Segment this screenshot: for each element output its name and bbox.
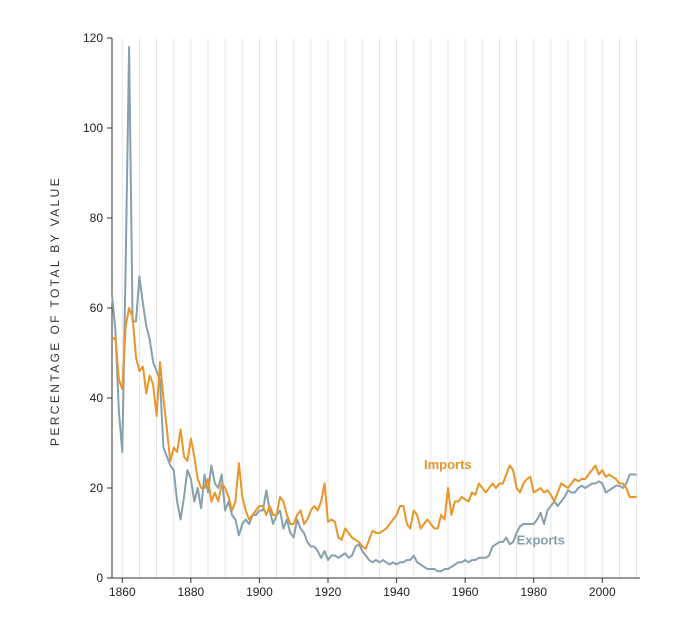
- y-tick-label: 80: [90, 211, 104, 225]
- series-label-exports: Exports: [517, 532, 565, 547]
- x-tick-label: 1920: [315, 585, 342, 599]
- y-axis-title: PERCENTAGE OF TOTAL BY VALUE: [48, 176, 62, 446]
- y-tick-label: 40: [90, 391, 104, 405]
- y-axis-ticks: 0 20 40 60 80 100 120: [83, 31, 112, 585]
- series-line-imports: [111, 307, 637, 550]
- series-line-exports: [111, 46, 637, 573]
- series-label-imports: Imports: [424, 457, 472, 472]
- x-tick-label: 1960: [452, 585, 479, 599]
- y-tick-label: 120: [83, 31, 103, 45]
- y-tick-label: 60: [90, 301, 104, 315]
- x-tick-label: 1900: [246, 585, 273, 599]
- x-tick-label: 1860: [109, 585, 136, 599]
- x-tick-label: 2000: [589, 585, 616, 599]
- y-tick-label: 100: [83, 121, 103, 135]
- series-labels: Imports Exports: [424, 457, 565, 547]
- vertical-gridlines: [121, 38, 638, 578]
- y-tick-label: 20: [90, 481, 104, 495]
- x-tick-label: 1980: [520, 585, 547, 599]
- y-tick-label: 0: [96, 571, 103, 585]
- x-axis-ticks: 1860 1880 1900 1920 1940 1960 1980 2000: [109, 578, 616, 599]
- x-tick-label: 1940: [383, 585, 410, 599]
- series-lines: [111, 46, 637, 573]
- x-tick-label: 1880: [178, 585, 205, 599]
